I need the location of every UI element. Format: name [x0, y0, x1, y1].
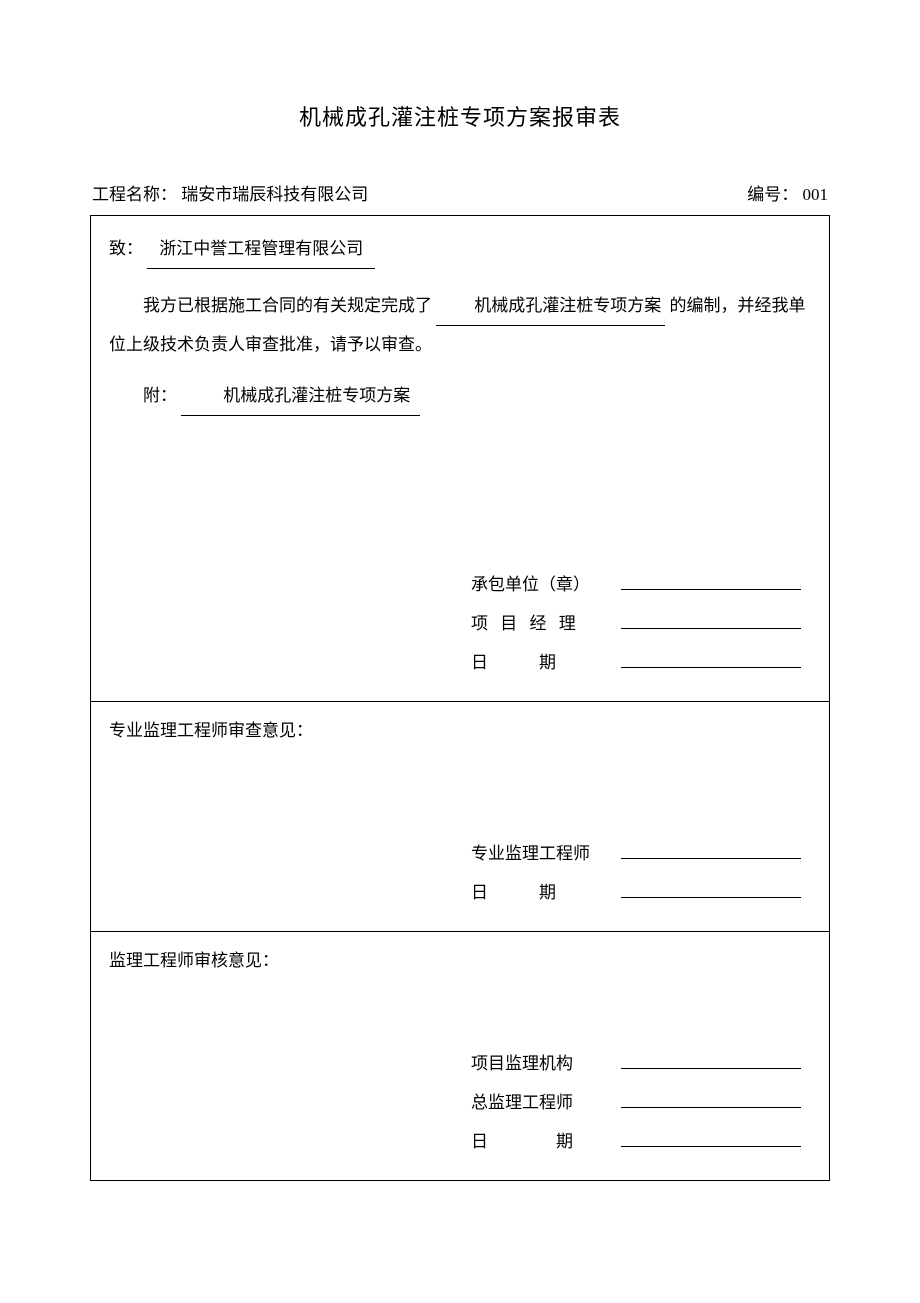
- form-table: 致： 浙江中誉工程管理有限公司 我方已根据施工合同的有关规定完成了 机械成孔灌注…: [90, 215, 830, 1181]
- pm-blank: [621, 610, 801, 629]
- section-3-heading: 监理工程师审核意见：: [109, 946, 811, 971]
- number-meta: 编号： 001: [747, 180, 828, 205]
- to-line: 致： 浙江中誉工程管理有限公司: [109, 230, 811, 269]
- sig-block-3: 项目监理机构 总监理工程师 日 期: [109, 1049, 811, 1152]
- contractor-label: 承包单位（章）: [471, 570, 621, 595]
- date-blank-3: [621, 1128, 801, 1147]
- date-label-2: 日 期: [471, 878, 621, 903]
- body-pre: 我方已根据施工合同的有关规定完成了: [143, 296, 432, 315]
- attach-label: 附：: [143, 386, 177, 405]
- chief-label: 总监理工程师: [471, 1088, 621, 1113]
- sig-block-1: 承包单位（章） 项 目 经 理 日 期: [109, 570, 811, 673]
- table-row: 监理工程师审核意见： 项目监理机构 总监理工程师 日 期: [91, 931, 830, 1180]
- body-underlined: 机械成孔灌注桩专项方案: [436, 287, 665, 325]
- to-label: 致：: [109, 239, 143, 258]
- date-blank-1: [621, 649, 801, 668]
- attach-value: 机械成孔灌注桩专项方案: [181, 377, 420, 415]
- meta-row: 工程名称： 瑞安市瑞辰科技有限公司 编号： 001: [90, 180, 830, 205]
- org-label: 项目监理机构: [471, 1049, 621, 1074]
- to-value: 浙江中誉工程管理有限公司: [147, 230, 375, 269]
- number-label: 编号：: [747, 185, 798, 204]
- chief-blank: [621, 1089, 801, 1108]
- date-blank-2: [621, 879, 801, 898]
- sig-row-date-3: 日 期: [109, 1127, 811, 1152]
- sig-block-2: 专业监理工程师 日 期: [109, 839, 811, 903]
- date-label-1: 日 期: [471, 648, 621, 673]
- section-2-cell: 专业监理工程师审查意见： 专业监理工程师 日 期: [91, 701, 830, 931]
- body-paragraph: 我方已根据施工合同的有关规定完成了 机械成孔灌注桩专项方案 的编制，并经我单位上…: [109, 287, 811, 363]
- sig-row-date-1: 日 期: [109, 648, 811, 673]
- project-meta: 工程名称： 瑞安市瑞辰科技有限公司: [92, 180, 368, 205]
- section-2-heading: 专业监理工程师审查意见：: [109, 716, 811, 741]
- sig-row-contractor: 承包单位（章）: [109, 570, 811, 595]
- sig-row-org: 项目监理机构: [109, 1049, 811, 1074]
- engineer-blank: [621, 840, 801, 859]
- date-label-3: 日 期: [471, 1127, 621, 1152]
- project-name: 瑞安市瑞辰科技有限公司: [181, 185, 368, 204]
- project-label: 工程名称：: [92, 185, 177, 204]
- number-value: 001: [803, 185, 829, 204]
- section-3-cell: 监理工程师审核意见： 项目监理机构 总监理工程师 日 期: [91, 931, 830, 1180]
- engineer-label: 专业监理工程师: [471, 839, 621, 864]
- sig-row-date-2: 日 期: [109, 878, 811, 903]
- contractor-blank: [621, 571, 801, 590]
- section-1-cell: 致： 浙江中誉工程管理有限公司 我方已根据施工合同的有关规定完成了 机械成孔灌注…: [91, 216, 830, 702]
- attach-line: 附： 机械成孔灌注桩专项方案: [109, 377, 811, 415]
- pm-label: 项 目 经 理: [471, 609, 621, 634]
- sig-row-chief: 总监理工程师: [109, 1088, 811, 1113]
- table-row: 致： 浙江中誉工程管理有限公司 我方已根据施工合同的有关规定完成了 机械成孔灌注…: [91, 216, 830, 702]
- sig-row-pm: 项 目 经 理: [109, 609, 811, 634]
- form-title: 机械成孔灌注桩专项方案报审表: [90, 100, 830, 132]
- table-row: 专业监理工程师审查意见： 专业监理工程师 日 期: [91, 701, 830, 931]
- org-blank: [621, 1050, 801, 1069]
- sig-row-engineer: 专业监理工程师: [109, 839, 811, 864]
